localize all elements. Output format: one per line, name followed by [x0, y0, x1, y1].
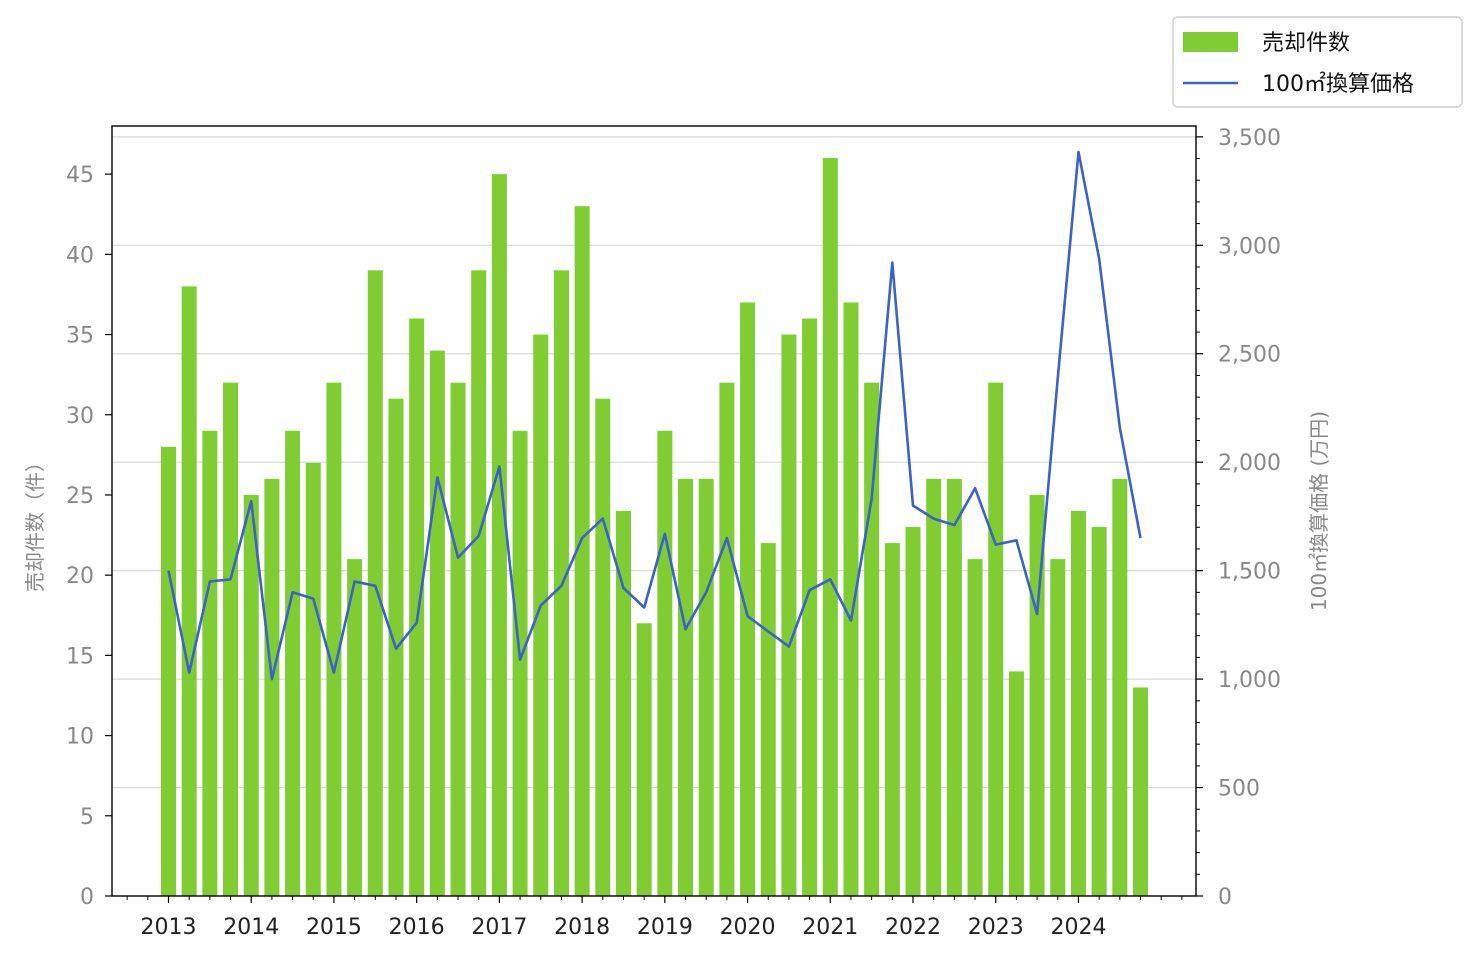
bar — [636, 623, 652, 896]
bar — [181, 286, 197, 897]
legend-label-bars: 売却件数 — [1262, 31, 1350, 56]
bar — [719, 382, 735, 897]
bar — [223, 382, 239, 897]
bar — [926, 478, 942, 896]
bar — [491, 174, 507, 896]
bar — [967, 559, 983, 896]
left-y-axis: 0 5 10 15 20 25 30 35 40 45 — [66, 163, 112, 910]
left-tick-label: 0 — [80, 885, 94, 910]
left-tick-label: 40 — [66, 243, 94, 268]
x-tick-label: 2021 — [802, 915, 858, 940]
x-tick-label: 2016 — [389, 915, 445, 940]
x-tick-label: 2018 — [554, 915, 610, 940]
right-y-axis: 0 500 1,000 1,500 2,000 2,500 3,000 3,500 — [1196, 126, 1281, 910]
bar — [1050, 559, 1066, 896]
bar — [285, 430, 301, 896]
plot-frame — [111, 125, 1197, 897]
bar-series — [161, 158, 1148, 897]
left-tick-label: 25 — [66, 484, 94, 509]
bar — [264, 478, 280, 896]
bar — [905, 527, 921, 896]
bar — [864, 382, 880, 897]
x-tick-label: 2019 — [637, 915, 693, 940]
bar — [429, 350, 445, 896]
legend: 売却件数 100㎡換算価格 — [1172, 16, 1463, 108]
bar — [678, 478, 694, 896]
x-tick-label: 2013 — [141, 915, 197, 940]
right-tick-label: 0 — [1218, 885, 1232, 910]
left-tick-label: 5 — [80, 805, 94, 830]
legend-frame — [1172, 16, 1463, 108]
left-tick-label: 20 — [66, 564, 94, 589]
bar — [243, 494, 259, 896]
bar — [760, 543, 776, 896]
bar — [347, 559, 363, 896]
x-tick-label: 2022 — [885, 915, 941, 940]
bar — [657, 430, 673, 896]
left-tick-label: 30 — [66, 404, 94, 429]
bar — [450, 382, 466, 897]
left-tick-label: 35 — [66, 324, 94, 349]
bar — [409, 318, 425, 896]
x-tick-label: 2014 — [223, 915, 279, 940]
bar — [884, 543, 900, 896]
bar — [533, 334, 549, 897]
left-tick-label: 10 — [66, 725, 94, 750]
bar — [802, 318, 818, 896]
bar — [740, 302, 756, 896]
right-tick-label: 500 — [1218, 777, 1260, 802]
x-axis: 2013 2014 2015 2016 2017 2018 2019 2020 2021 2022… — [126, 896, 1183, 940]
bar — [1091, 527, 1107, 896]
left-tick-label: 15 — [66, 644, 94, 669]
x-tick-label: 2017 — [471, 915, 527, 940]
bar — [574, 206, 590, 897]
right-tick-label: 3,500 — [1218, 126, 1281, 151]
bar — [946, 478, 962, 896]
bar — [202, 430, 218, 896]
bar — [326, 382, 342, 897]
right-tick-label: 2,500 — [1218, 343, 1281, 368]
bar — [1029, 494, 1045, 896]
bar — [781, 334, 797, 897]
bar — [615, 511, 631, 896]
x-tick-label: 2024 — [1050, 915, 1106, 940]
bar — [161, 446, 176, 896]
bar — [595, 398, 611, 896]
price-line — [167, 150, 1142, 681]
bar — [512, 430, 528, 896]
right-tick-label: 1,000 — [1218, 668, 1281, 693]
bar — [367, 270, 383, 896]
bar — [843, 302, 859, 896]
bar — [1008, 671, 1024, 896]
legend-swatch-bars — [1183, 32, 1238, 52]
bar — [1112, 478, 1128, 896]
x-tick-label: 2015 — [306, 915, 362, 940]
y-axis-label-right: 100㎡換算価格 (万円) — [1307, 411, 1331, 611]
left-tick-label: 45 — [66, 163, 94, 188]
legend-label-line: 100㎡換算価格 — [1262, 71, 1414, 97]
bar — [1133, 687, 1148, 896]
right-tick-label: 2,000 — [1218, 451, 1281, 476]
bar — [305, 462, 321, 896]
bar — [471, 270, 487, 896]
y-axis-label-left: 売却件数（件） — [23, 452, 47, 592]
bar — [698, 478, 714, 896]
right-tick-label: 3,000 — [1218, 234, 1281, 259]
bar — [822, 158, 838, 897]
bar — [1070, 511, 1086, 896]
bar — [988, 382, 1004, 897]
x-tick-label: 2023 — [968, 915, 1024, 940]
x-tick-label: 2020 — [720, 915, 776, 940]
right-tick-label: 1,500 — [1218, 560, 1281, 585]
